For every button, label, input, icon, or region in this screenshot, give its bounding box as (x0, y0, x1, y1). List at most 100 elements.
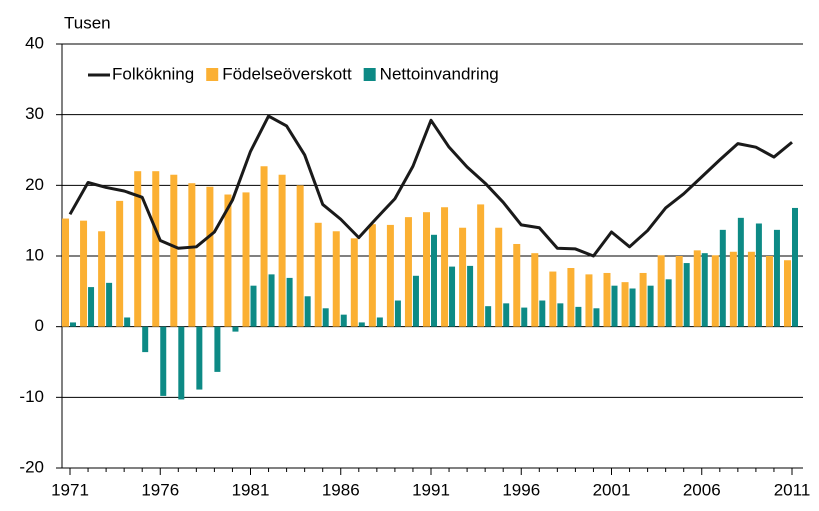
y-tick-label: 40 (25, 33, 44, 52)
bar (765, 256, 773, 327)
x-tick-label: 2001 (593, 480, 631, 499)
bar (134, 171, 142, 327)
bar (449, 266, 456, 327)
bar (88, 287, 95, 327)
bar (322, 308, 329, 327)
bar (160, 326, 167, 396)
bar (747, 251, 755, 327)
bar (755, 223, 762, 327)
y-tick-label: -10 (19, 387, 44, 406)
bar (629, 288, 636, 327)
bar (116, 200, 124, 327)
bar (368, 224, 376, 327)
bar (431, 234, 437, 327)
bar (188, 183, 196, 327)
bar (603, 272, 611, 327)
bar (232, 326, 239, 332)
bar (792, 207, 798, 327)
bar (394, 300, 401, 327)
x-tick-label: 1996 (502, 480, 540, 499)
legend-label: Folkökning (112, 64, 194, 83)
bar (784, 260, 791, 327)
bar (675, 256, 683, 327)
bar (719, 229, 726, 327)
bar (170, 174, 178, 327)
bar (729, 251, 737, 327)
y-tick-label: 10 (25, 245, 44, 264)
y-tick-label: 30 (25, 104, 44, 123)
bar (575, 306, 582, 327)
bar (206, 186, 214, 327)
bar (647, 285, 654, 327)
bar (224, 194, 232, 327)
bar (250, 285, 257, 327)
bar (340, 314, 347, 327)
legend-swatch (363, 68, 376, 81)
y-tick-label: 0 (35, 316, 44, 335)
bar (467, 265, 474, 327)
bar (142, 326, 149, 353)
bar (242, 192, 250, 327)
bar (423, 212, 430, 327)
bar (260, 166, 268, 327)
bar (178, 326, 185, 400)
x-tick-label: 1991 (412, 480, 450, 499)
bar (531, 253, 539, 327)
bar (665, 279, 672, 327)
bar (639, 272, 647, 327)
y-axis-label: Tusen (64, 13, 111, 32)
bar (358, 322, 365, 327)
x-tick-label: 1971 (51, 480, 89, 499)
bar (621, 282, 629, 327)
bar (314, 222, 322, 327)
bar (521, 307, 528, 327)
legend-swatch (206, 68, 219, 81)
bar (485, 306, 492, 327)
bar (152, 171, 160, 327)
bar (286, 277, 293, 327)
y-tick-label: 20 (25, 175, 44, 194)
x-tick-label: 1981 (232, 480, 270, 499)
bar (304, 296, 311, 327)
bar (593, 308, 600, 327)
bar (701, 253, 708, 327)
bar (711, 255, 719, 327)
bar (611, 285, 618, 327)
bar (693, 250, 701, 327)
bar (296, 185, 304, 327)
bar (539, 300, 546, 327)
bar (412, 275, 419, 327)
bar (376, 317, 383, 327)
bar (737, 217, 744, 327)
x-tick-label: 1986 (322, 480, 360, 499)
bar (62, 218, 69, 327)
bar (557, 303, 564, 327)
bar (70, 322, 76, 327)
bar (549, 271, 557, 327)
bar (683, 263, 690, 327)
legend-label: Födelseöverskott (222, 64, 352, 83)
bar (441, 207, 449, 327)
x-tick-label: 2011 (774, 480, 811, 499)
bar (477, 204, 485, 327)
x-tick-label: 2006 (683, 480, 721, 499)
bar (106, 282, 113, 327)
x-tick-label: 1976 (141, 480, 179, 499)
bar (350, 238, 358, 327)
bar (196, 326, 203, 390)
bar (124, 317, 131, 327)
line (68, 114, 793, 258)
bar (513, 243, 521, 327)
legend-label: Nettoinvandring (380, 64, 499, 83)
bar (332, 231, 340, 327)
bar (567, 268, 575, 327)
bar (268, 274, 275, 327)
bar (214, 326, 221, 372)
bar (386, 224, 394, 327)
bar (278, 174, 286, 327)
y-tick-label: -20 (19, 457, 44, 476)
bar (80, 220, 88, 327)
bar (404, 217, 412, 327)
bar (495, 227, 503, 327)
